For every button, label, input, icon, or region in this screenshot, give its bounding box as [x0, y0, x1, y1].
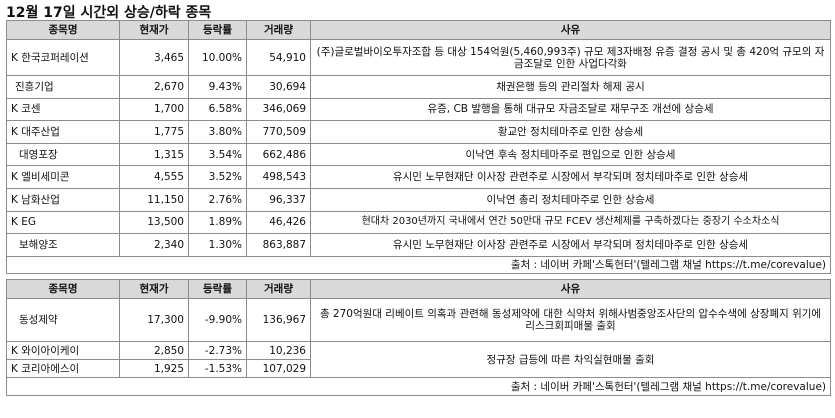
stock-price: 2,340 [119, 233, 189, 257]
stock-reason: (주)글로벌바이오투자조합 등 대상 154억원(5,460,993주) 규모 … [310, 39, 831, 76]
stock-reason: 유시민 노무현재단 이사장 관련주로 시장에서 부각되며 정치테마주로 인한 상… [310, 165, 831, 189]
stock-volume: 346,069 [246, 97, 311, 122]
header-name: 종목명 [6, 20, 120, 40]
stock-change: 2.76% [188, 187, 247, 212]
source-row: 출처 : 네이버 카페'스톡헌터'(텔레그램 채널 https://t.me/c… [6, 255, 831, 274]
stock-volume: 54,910 [246, 39, 311, 76]
stock-reason: 황교안 정치테마주로 인한 상승세 [310, 120, 831, 144]
table-row: K 대주산업 1,775 3.80% 770,509 황교안 정치테마주로 인한… [6, 120, 831, 144]
source-note: 출처 : 네이버 카페'스톡헌터'(텔레그램 채널 https://t.me/c… [6, 255, 831, 274]
stock-name: K 코센 [6, 97, 120, 122]
header-change: 등락률 [188, 20, 247, 40]
stock-price: 2,670 [119, 75, 189, 99]
stock-name: K 한국코퍼레이션 [6, 39, 120, 76]
stock-change: 6.58% [188, 97, 247, 122]
stock-price: 3,465 [119, 39, 189, 76]
stock-change: 3.80% [188, 120, 247, 144]
stock-volume: 662,486 [246, 142, 311, 167]
stock-volume: 863,887 [246, 233, 311, 257]
stock-name: K 와이아이케이 [6, 341, 120, 360]
header-reason: 사유 [310, 20, 831, 40]
stock-name: K 대주산업 [6, 120, 120, 144]
stock-change: -1.53% [188, 359, 247, 378]
stock-reason: 이낙연 총리 정치테마주로 인한 상승세 [310, 187, 831, 212]
stock-volume: 46,426 [246, 210, 311, 235]
stock-change: 1.89% [188, 210, 247, 235]
header-volume: 거래량 [246, 20, 311, 40]
stock-name: 대영포장 [6, 142, 120, 167]
stock-change: 10.00% [188, 39, 247, 76]
table-row: K EG 13,500 1.89% 46,426 현대차 2030년까지 국내에… [6, 210, 831, 235]
stock-volume: 498,543 [246, 165, 311, 189]
header-name: 종목명 [6, 279, 120, 299]
table-row: K 코리아에스이 1,925 -1.53% 107,029 [6, 359, 831, 378]
table-row: 보해양조 2,340 1.30% 863,887 유시민 노무현재단 이사장 관… [6, 233, 831, 257]
stock-reason-shared: 정규장 급등에 따른 차익실현매물 출회 [310, 341, 831, 378]
stock-volume: 30,694 [246, 75, 311, 99]
stock-change: -9.90% [188, 298, 247, 342]
stock-volume: 107,029 [246, 359, 311, 378]
stock-price: 2,850 [119, 341, 189, 360]
stock-reason: 유증, CB 발행을 통해 대규모 자금조달로 재무구조 개선에 상승세 [310, 97, 831, 122]
stock-price: 1,775 [119, 120, 189, 144]
header-reason: 사유 [310, 279, 831, 299]
stock-name: K 엘비세미콘 [6, 165, 120, 189]
header-volume: 거래량 [246, 279, 311, 299]
stock-reason: 채권은행 등의 관리절차 해제 공시 [310, 75, 831, 99]
table-row: K 남화산업 11,150 2.76% 96,337 이낙연 총리 정치테마주로… [6, 187, 831, 212]
table-row: 대영포장 1,315 3.54% 662,486 이낙연 후속 정치테마주로 편… [6, 142, 831, 167]
stock-price: 1,315 [119, 142, 189, 167]
stock-change: -2.73% [188, 341, 247, 360]
table-row: 동성제약 17,300 -9.90% 136,967 총 270억원대 리베이트… [6, 298, 831, 342]
stock-change: 3.52% [188, 165, 247, 189]
stock-price: 1,700 [119, 97, 189, 122]
stock-volume: 96,337 [246, 187, 311, 212]
stock-name: K 남화산업 [6, 187, 120, 212]
header-price: 현재가 [119, 20, 189, 40]
stock-volume: 770,509 [246, 120, 311, 144]
stock-reason: 현대차 2030년까지 국내에서 연간 50만대 규모 FCEV 생산체제를 구… [310, 210, 831, 235]
stock-change: 9.43% [188, 75, 247, 99]
stock-name: K 코리아에스이 [6, 359, 120, 378]
table-row: K 와이아이케이 2,850 -2.73% 10,236 정규장 급등에 따른 … [6, 341, 831, 378]
stock-name: 진흥기업 [6, 75, 120, 99]
stock-price: 4,555 [119, 165, 189, 189]
rising-stocks-table: 종목명 현재가 등락률 거래량 사유 K 한국코퍼레이션 3,465 10.00… [6, 20, 831, 274]
stock-change: 3.54% [188, 142, 247, 167]
stock-price: 11,150 [119, 187, 189, 212]
stock-name: 보해양조 [6, 233, 120, 257]
falling-stocks-table: 종목명 현재가 등락률 거래량 사유 동성제약 17,300 -9.90% 13… [6, 279, 831, 396]
source-note: 출처 : 네이버 카페'스톡헌터'(텔레그램 채널 https://t.me/c… [6, 377, 831, 396]
table-row: K 엘비세미콘 4,555 3.52% 498,543 유시민 노무현재단 이사… [6, 165, 831, 189]
stock-price: 13,500 [119, 210, 189, 235]
table-row: K 코센 1,700 6.58% 346,069 유증, CB 발행을 통해 대… [6, 97, 831, 122]
stock-price: 1,925 [119, 359, 189, 378]
header-price: 현재가 [119, 279, 189, 299]
stock-reason: 이낙연 후속 정치테마주로 편입으로 인한 상승세 [310, 142, 831, 167]
table-row: 진흥기업 2,670 9.43% 30,694 채권은행 등의 관리절차 해제 … [6, 75, 831, 99]
page-title: 12월 17일 시간외 상승/하락 종목 [6, 5, 212, 21]
stock-change: 1.30% [188, 233, 247, 257]
stock-price: 17,300 [119, 298, 189, 342]
stock-volume: 136,967 [246, 298, 311, 342]
table-row: K 한국코퍼레이션 3,465 10.00% 54,910 (주)글로벌바이오투… [6, 39, 831, 76]
stock-reason: 유시민 노무현재단 이사장 관련주로 시장에서 부각되며 정치테마주로 인한 상… [310, 233, 831, 257]
table-header-row: 종목명 현재가 등락률 거래량 사유 [6, 20, 831, 40]
stock-name: K EG [6, 210, 120, 235]
stock-name: 동성제약 [6, 298, 120, 342]
source-row: 출처 : 네이버 카페'스톡헌터'(텔레그램 채널 https://t.me/c… [6, 377, 831, 396]
table-header-row: 종목명 현재가 등락률 거래량 사유 [6, 279, 831, 299]
stock-volume: 10,236 [246, 341, 311, 360]
header-change: 등락률 [188, 279, 247, 299]
stock-reason: 총 270억원대 리베이트 의혹과 관련해 동성제약에 대한 식약처 위해사범중… [310, 298, 831, 342]
